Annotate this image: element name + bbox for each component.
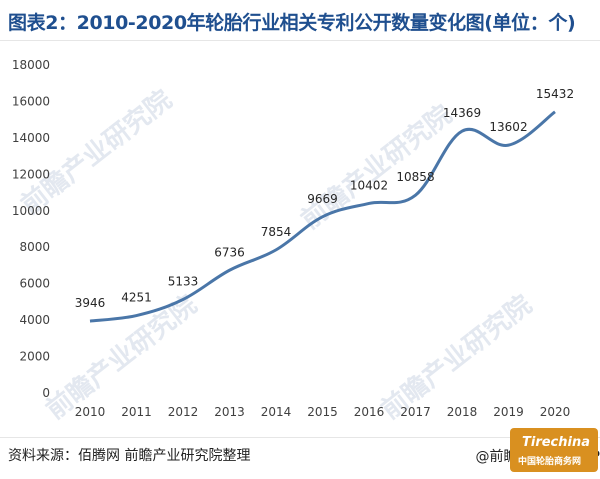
data-label: 10402: [350, 178, 388, 192]
data-label: 15432: [536, 87, 574, 101]
chart-title: 图表2：2010-2020年轮胎行业相关专利公开数量变化图(单位：个): [8, 12, 576, 34]
x-tick-label: 2019: [493, 405, 524, 419]
watermark-layer: 前瞻产业研究院 前瞻产业研究院 前瞻产业研究院 前瞻产业研究院: [15, 84, 538, 425]
x-tick-label: 2018: [447, 405, 478, 419]
y-tick-label: 2000: [19, 350, 50, 364]
title-divider: [0, 40, 600, 41]
x-tick-label: 2012: [168, 405, 199, 419]
y-tick-label: 4000: [19, 313, 50, 327]
y-tick-label: 6000: [19, 277, 50, 291]
data-label: 14369: [443, 106, 481, 120]
y-tick-label: 16000: [12, 94, 50, 108]
data-label: 6736: [214, 245, 245, 259]
source-note: 资料来源：佰腾网 前瞻产业研究院整理: [8, 448, 251, 464]
data-label: 9669: [307, 192, 338, 206]
y-tick-label: 18000: [12, 58, 50, 72]
x-tick-label: 2016: [354, 405, 385, 419]
y-tick-label: 0: [42, 386, 50, 400]
data-label: 4251: [121, 291, 152, 305]
y-tick-label: 12000: [12, 167, 50, 181]
series-line: [89, 110, 556, 323]
y-tick-label: 14000: [12, 131, 50, 145]
x-tick-label: 2020: [540, 405, 571, 419]
tirechina-logo: Tirechina 中国轮胎商务网: [510, 428, 598, 472]
logo-main-text: Tirechina: [522, 435, 590, 450]
data-label: 7854: [261, 225, 292, 239]
x-tick-label: 2014: [261, 405, 292, 419]
x-tick-label: 2015: [307, 405, 338, 419]
y-tick-label: 10000: [12, 204, 50, 218]
data-label: 5133: [168, 274, 199, 288]
data-label: 3946: [75, 296, 106, 310]
x-tick-label: 2011: [121, 405, 152, 419]
x-tick-label: 2013: [214, 405, 245, 419]
data-label: 13602: [489, 120, 527, 134]
logo-background: [510, 428, 598, 472]
watermark-text: 前瞻产业研究院: [295, 99, 458, 235]
logo-sub-text: 中国轮胎商务网: [518, 455, 581, 467]
y-tick-label: 8000: [19, 240, 50, 254]
x-tick-label: 2010: [75, 405, 106, 419]
footer-divider: [0, 437, 600, 438]
line-chart: 前瞻产业研究院 前瞻产业研究院 前瞻产业研究院 前瞻产业研究院 0 2000 400…: [12, 58, 574, 426]
data-label: 10858: [396, 170, 434, 184]
x-tick-label: 2017: [400, 405, 431, 419]
